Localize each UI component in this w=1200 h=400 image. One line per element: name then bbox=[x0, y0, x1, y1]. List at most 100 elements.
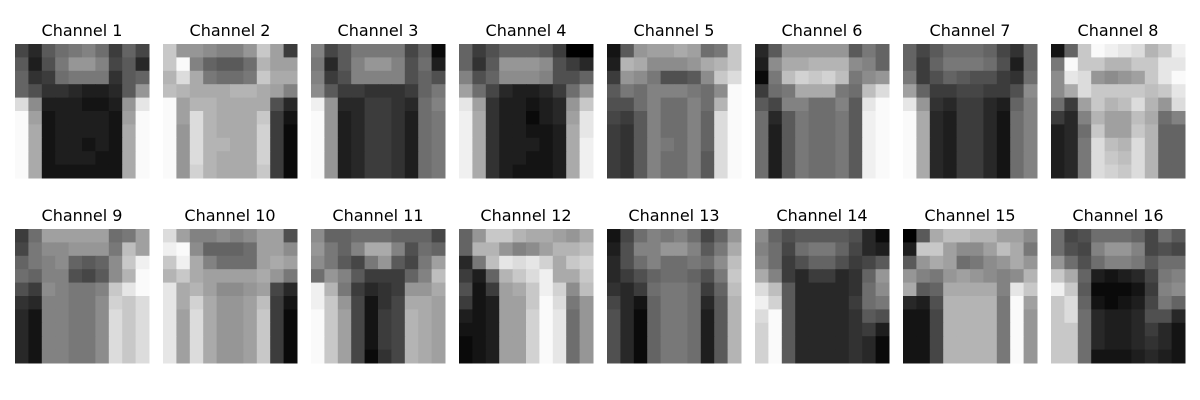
heatmap-cell bbox=[539, 164, 554, 179]
heatmap-cell bbox=[620, 296, 635, 310]
heatmap-cell bbox=[28, 336, 43, 351]
heatmap-cell bbox=[82, 44, 96, 58]
heatmap-cell bbox=[862, 70, 877, 85]
heatmap-cell bbox=[943, 255, 958, 270]
heatmap-cell bbox=[230, 255, 244, 270]
heatmap-cell bbox=[135, 282, 150, 297]
heatmap-cell bbox=[122, 242, 137, 257]
heatmap-cell bbox=[822, 255, 836, 270]
heatmap-cell bbox=[835, 296, 850, 310]
heatmap-cell bbox=[404, 349, 419, 364]
heatmap-cell bbox=[256, 229, 271, 243]
heatmap-cell bbox=[1010, 255, 1025, 270]
heatmap-cell bbox=[270, 164, 285, 179]
heatmap-cell bbox=[41, 137, 56, 152]
heatmap-cell bbox=[1064, 296, 1079, 310]
heatmap-cell bbox=[795, 269, 810, 284]
heatmap-cell bbox=[404, 137, 419, 152]
heatmap-cell bbox=[983, 44, 998, 58]
heatmap-cell bbox=[1144, 255, 1159, 270]
heatmap-cell bbox=[700, 242, 715, 257]
heatmap-cell bbox=[15, 151, 29, 166]
heatmap-cell bbox=[916, 322, 931, 337]
heatmap-cell bbox=[68, 242, 83, 257]
channel-panel-14: Channel 14 bbox=[755, 206, 890, 364]
heatmap-cell bbox=[1104, 336, 1119, 351]
heatmap-cell bbox=[916, 255, 931, 270]
heatmap-cell bbox=[714, 111, 729, 125]
heatmap-cell bbox=[95, 84, 110, 99]
heatmap-cell bbox=[512, 309, 527, 324]
heatmap-cell bbox=[1064, 269, 1079, 284]
heatmap-cell bbox=[431, 349, 446, 364]
heatmap-cell bbox=[808, 44, 823, 58]
heatmap-cell bbox=[552, 255, 567, 270]
heatmap-cell bbox=[687, 229, 702, 243]
heatmap-cell bbox=[1064, 336, 1079, 351]
heatmap-cell bbox=[391, 97, 406, 112]
heatmap-cell bbox=[122, 137, 137, 152]
heatmap-cell bbox=[108, 255, 123, 270]
heatmap-cell bbox=[404, 111, 419, 125]
heatmap-cell bbox=[1158, 282, 1173, 297]
heatmap-cell bbox=[848, 124, 863, 139]
heatmap-cell bbox=[822, 151, 836, 166]
heatmap-cell bbox=[1158, 44, 1173, 58]
heatmap-cell bbox=[189, 57, 204, 72]
heatmap-cell bbox=[1010, 137, 1025, 152]
heatmap-cell bbox=[700, 137, 715, 152]
heatmap-cell bbox=[1158, 349, 1173, 364]
heatmap-cell bbox=[1010, 269, 1025, 284]
heatmap-cell bbox=[243, 322, 258, 337]
heatmap-cell bbox=[230, 164, 244, 179]
heatmap-cell bbox=[243, 111, 258, 125]
heatmap-cell bbox=[687, 336, 702, 351]
heatmap-cell bbox=[189, 322, 204, 337]
heatmap-cell bbox=[431, 151, 446, 166]
heatmap-cell bbox=[970, 255, 984, 270]
heatmap-cell bbox=[647, 349, 662, 364]
heatmap-cell bbox=[135, 336, 150, 351]
heatmap-cell bbox=[243, 309, 258, 324]
heatmap-cell bbox=[1064, 242, 1079, 257]
heatmap-cell bbox=[633, 242, 648, 257]
heatmap-cell bbox=[324, 151, 339, 166]
heatmap-cell bbox=[566, 111, 581, 125]
heatmap-cell bbox=[700, 97, 715, 112]
heatmap-cell bbox=[795, 111, 810, 125]
heatmap-cell bbox=[714, 164, 729, 179]
heatmap-cell bbox=[970, 70, 984, 85]
heatmap-cell bbox=[1051, 111, 1065, 125]
heatmap-cell bbox=[122, 111, 137, 125]
heatmap-cell bbox=[243, 70, 258, 85]
heatmap-cell bbox=[283, 282, 298, 297]
heatmap-cell bbox=[1158, 296, 1173, 310]
heatmap-cell bbox=[472, 44, 487, 58]
heatmap-cell bbox=[459, 269, 473, 284]
heatmap-cell bbox=[391, 44, 406, 58]
heatmap-cell bbox=[781, 255, 796, 270]
heatmap-cell bbox=[1158, 336, 1173, 351]
heatmap-cell bbox=[95, 111, 110, 125]
heatmap-cell bbox=[983, 70, 998, 85]
heatmap-cell bbox=[647, 44, 662, 58]
heatmap-cell bbox=[700, 111, 715, 125]
heatmap-cell bbox=[499, 349, 514, 364]
heatmap-cell bbox=[1144, 151, 1159, 166]
heatmap-cell bbox=[176, 309, 191, 324]
heatmap-cell bbox=[687, 296, 702, 310]
heatmap-cell bbox=[378, 137, 392, 152]
heatmap-cell bbox=[189, 137, 204, 152]
heatmap-cell bbox=[566, 322, 581, 337]
heatmap-cell bbox=[1091, 111, 1106, 125]
heatmap-cell bbox=[956, 97, 971, 112]
heatmap-cell bbox=[391, 84, 406, 99]
heatmap-cell bbox=[579, 242, 594, 257]
heatmap-cell bbox=[1091, 44, 1106, 58]
heatmap-cell bbox=[956, 164, 971, 179]
channel-panel-15: Channel 15 bbox=[903, 206, 1038, 364]
heatmap-cell bbox=[1064, 70, 1079, 85]
heatmap-cell bbox=[324, 70, 339, 85]
heatmap-cell bbox=[956, 349, 971, 364]
heatmap-cell bbox=[418, 296, 433, 310]
